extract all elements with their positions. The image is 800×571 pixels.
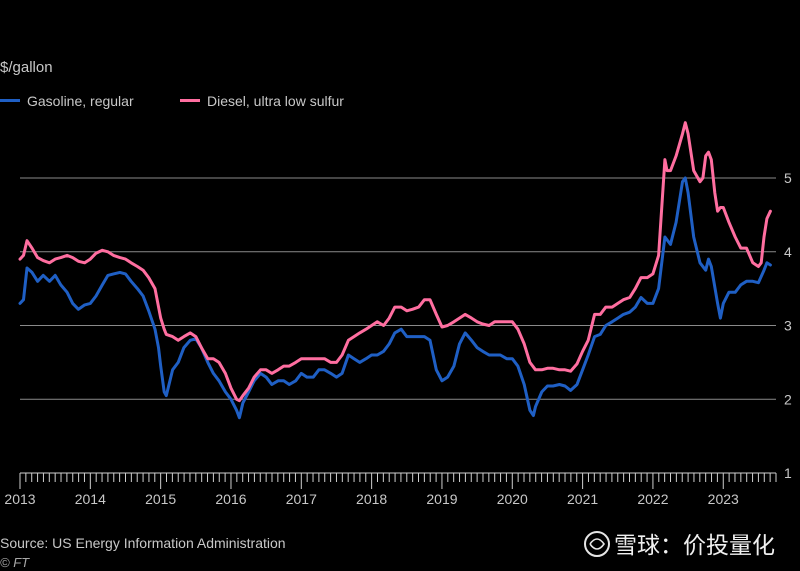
y-tick-labels: 1 2 3 4 5 — [784, 170, 792, 481]
legend-swatch — [180, 99, 200, 102]
x-tick-label: 2020 — [497, 491, 528, 507]
x-tick-label: 2013 — [4, 491, 35, 507]
x-tick-label: 2016 — [215, 491, 246, 507]
y-tick-label: 3 — [784, 318, 792, 334]
ft-credit: © FT — [0, 555, 30, 570]
y-tick-label: 1 — [784, 465, 792, 481]
y-axis-label: $/gallon — [0, 59, 53, 76]
watermark: 雪球：价投量化 — [584, 531, 775, 558]
diesel-series-line — [18, 121, 772, 403]
legend-swatch — [0, 99, 20, 102]
y-tick-label: 5 — [784, 170, 792, 186]
snowball-logo-mark — [589, 538, 605, 550]
gridlines — [20, 177, 776, 400]
x-tick-label: 2018 — [356, 491, 387, 507]
x-tick-label: 2014 — [75, 491, 106, 507]
x-tick-label: 2022 — [637, 491, 668, 507]
series-lines — [18, 121, 772, 420]
snowball-logo-icon — [584, 531, 610, 557]
y-tick-label: 4 — [784, 244, 792, 260]
legend-label: Diesel, ultra low sulfur — [207, 93, 344, 109]
x-tick-label: 2015 — [145, 491, 176, 507]
legend-item-gasoline: Gasoline, regular — [0, 93, 134, 109]
x-axis: 2013 2014 2015 2016 2017 2018 2019 2020 2021 2022… — [4, 472, 777, 507]
x-tick-label: 2017 — [286, 491, 317, 507]
gasoline-series-line — [18, 176, 772, 420]
legend-label: Gasoline, regular — [27, 93, 134, 109]
y-tick-label: 2 — [784, 391, 792, 407]
x-tick-label: 2023 — [708, 491, 739, 507]
x-tick-label: 2019 — [426, 491, 457, 507]
source-note: Source: US Energy Information Administra… — [0, 535, 286, 551]
legend: Gasoline, regular Diesel, ultra low sulf… — [0, 93, 344, 109]
watermark-text: 雪球：价投量化 — [614, 532, 775, 558]
x-tick-label: 2021 — [567, 491, 598, 507]
legend-item-diesel: Diesel, ultra low sulfur — [180, 93, 344, 109]
